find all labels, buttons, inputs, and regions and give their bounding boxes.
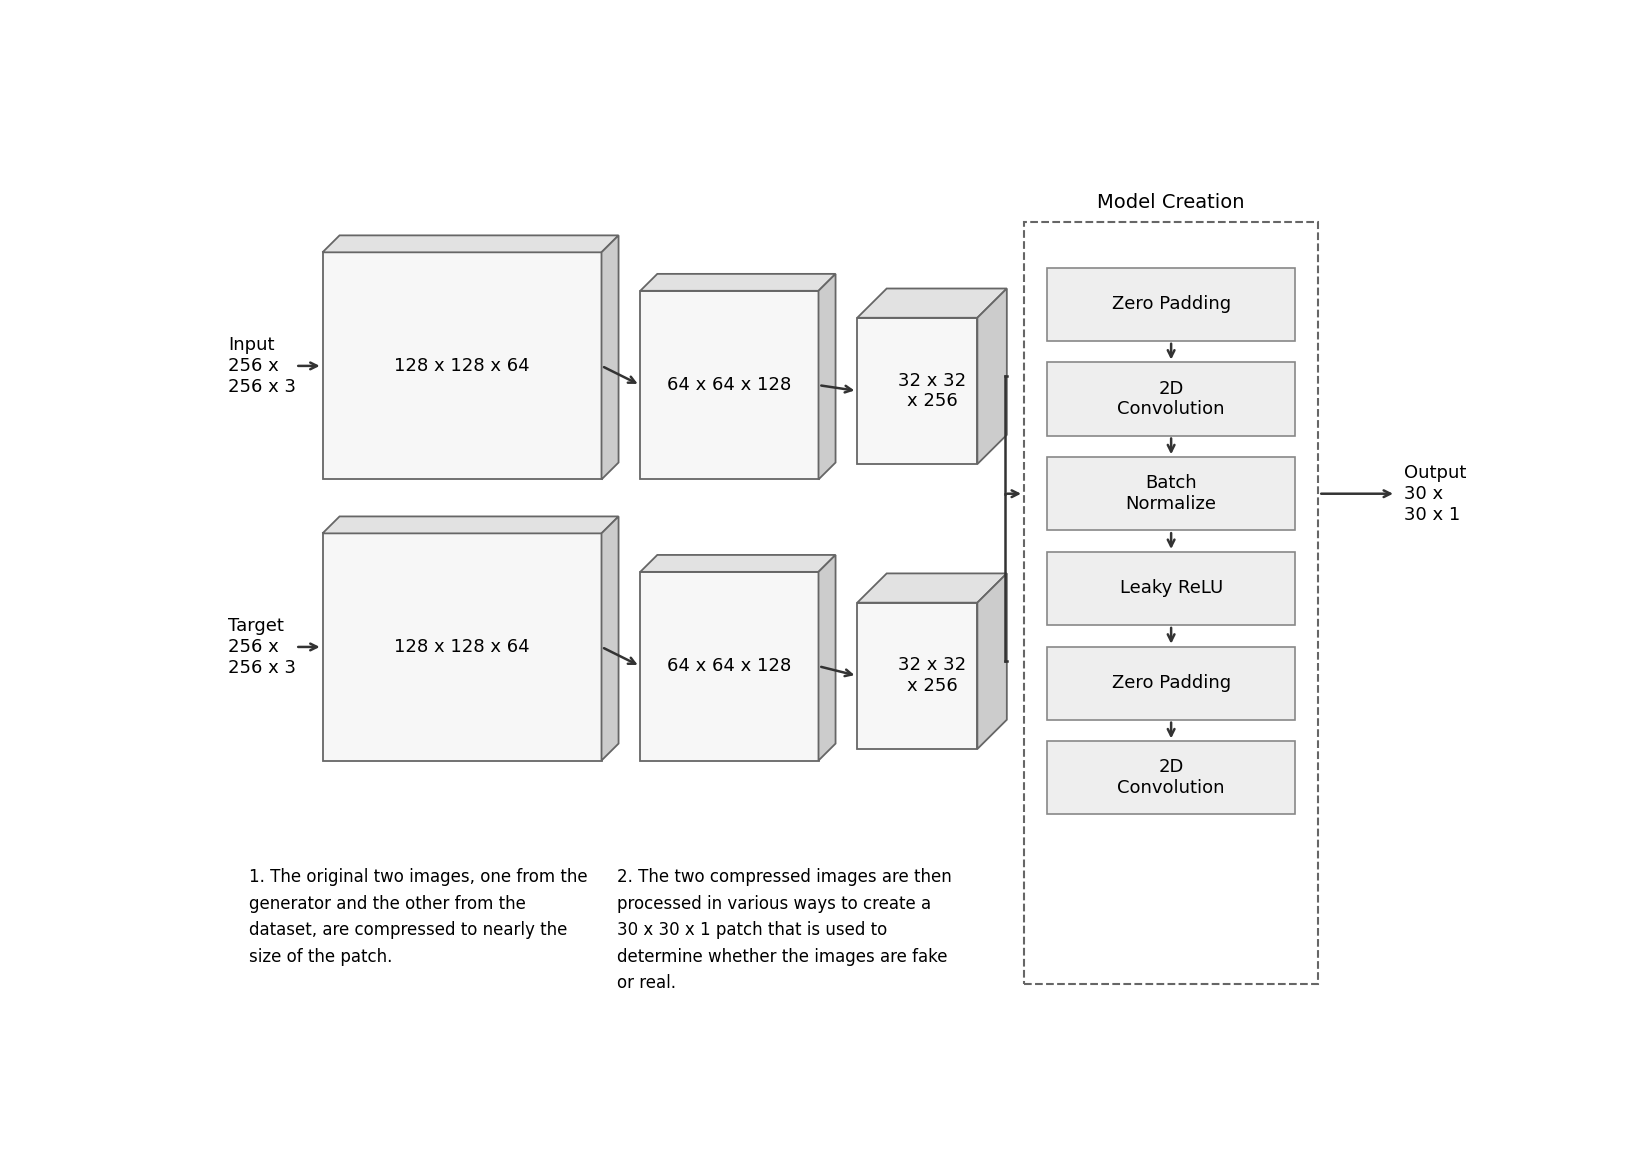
Bar (1048, 457, 1295, 530)
Bar (1048, 647, 1295, 719)
Text: 2. The two compressed images are then
processed in various ways to create a
30 x: 2. The two compressed images are then pr… (617, 868, 952, 992)
Polygon shape (858, 603, 977, 749)
Polygon shape (322, 517, 619, 534)
Text: Leaky ReLU: Leaky ReLU (1119, 580, 1223, 597)
Polygon shape (977, 573, 1006, 749)
Bar (1048, 362, 1295, 436)
Polygon shape (858, 573, 1006, 603)
Text: Input
256 x
256 x 3: Input 256 x 256 x 3 (228, 336, 295, 395)
Polygon shape (322, 253, 602, 480)
Polygon shape (322, 534, 602, 761)
Bar (1048, 552, 1295, 625)
Polygon shape (640, 274, 835, 291)
Text: 64 x 64 x 128: 64 x 64 x 128 (667, 376, 792, 394)
Polygon shape (640, 555, 835, 572)
Polygon shape (322, 235, 619, 253)
Text: 1. The original two images, one from the
generator and the other from the
datase: 1. The original two images, one from the… (249, 868, 587, 965)
Text: Zero Padding: Zero Padding (1112, 295, 1231, 314)
Text: Model Creation: Model Creation (1097, 194, 1244, 212)
Polygon shape (858, 318, 977, 464)
Polygon shape (977, 288, 1006, 464)
Polygon shape (640, 291, 818, 480)
Polygon shape (818, 555, 835, 761)
Text: Target
256 x
256 x 3: Target 256 x 256 x 3 (228, 617, 295, 677)
Bar (1048, 741, 1295, 814)
Polygon shape (602, 517, 619, 761)
Text: Batch
Normalize: Batch Normalize (1125, 474, 1216, 513)
Text: Zero Padding: Zero Padding (1112, 675, 1231, 692)
Bar (1048, 267, 1295, 341)
Text: Output
30 x
30 x 1: Output 30 x 30 x 1 (1404, 464, 1465, 523)
Text: 2D
Convolution: 2D Convolution (1117, 759, 1224, 797)
Bar (1025, 221, 1318, 984)
Text: 2D
Convolution: 2D Convolution (1117, 379, 1224, 419)
Text: 128 x 128 x 64: 128 x 128 x 64 (394, 638, 530, 656)
Polygon shape (858, 288, 1006, 318)
Text: 64 x 64 x 128: 64 x 64 x 128 (667, 657, 792, 676)
Text: 32 x 32
x 256: 32 x 32 x 256 (898, 656, 967, 695)
Polygon shape (640, 572, 818, 761)
Polygon shape (818, 274, 835, 480)
Polygon shape (602, 235, 619, 480)
Text: 32 x 32
x 256: 32 x 32 x 256 (898, 371, 967, 410)
Text: 128 x 128 x 64: 128 x 128 x 64 (394, 357, 530, 375)
